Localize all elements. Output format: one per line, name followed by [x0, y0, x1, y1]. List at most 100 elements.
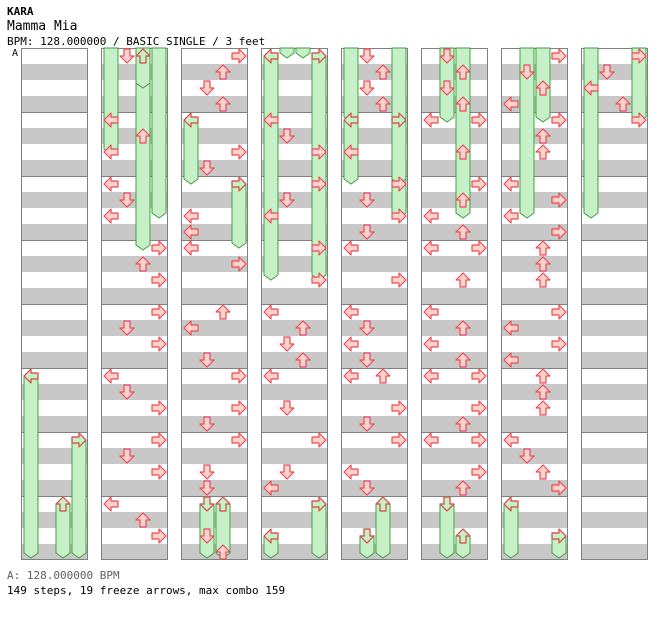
beat-stripe [21, 128, 88, 144]
beat-stripe [101, 256, 168, 272]
step-arrow-down [199, 352, 215, 368]
step-arrow-left [423, 432, 439, 448]
step-arrow-down [199, 496, 215, 512]
freeze-arrow-body [391, 119, 407, 185]
step-arrow-left [183, 112, 199, 128]
freeze-arrow-body [151, 47, 167, 219]
beat-stripe [581, 512, 648, 528]
step-arrow-left [343, 112, 359, 128]
step-arrow-up [135, 48, 151, 64]
song-artist: KARA [7, 5, 34, 18]
step-arrow-left [503, 320, 519, 336]
beat-stripe [501, 384, 568, 400]
step-arrow-right [631, 112, 647, 128]
beat-stripe [421, 448, 488, 464]
step-arrow-left [343, 144, 359, 160]
beat-stripe [101, 512, 168, 528]
step-arrow-down [519, 448, 535, 464]
step-arrow-left [263, 368, 279, 384]
step-arrow-right [231, 176, 247, 192]
step-arrow-right [551, 192, 567, 208]
step-arrow-left [343, 464, 359, 480]
beat-stripe [261, 320, 328, 336]
step-arrow-down [199, 80, 215, 96]
step-arrow-up [135, 512, 151, 528]
freeze-arrow-body [503, 503, 519, 559]
step-arrow-left [103, 496, 119, 512]
beat-stripe [21, 352, 88, 368]
step-arrow-right [551, 224, 567, 240]
step-arrow-down [359, 80, 375, 96]
step-arrow-left [263, 304, 279, 320]
step-arrow-down [359, 48, 375, 64]
beat-stripe [261, 480, 328, 496]
step-arrow-down [279, 128, 295, 144]
step-arrow-left [423, 208, 439, 224]
beat-stripe [101, 352, 168, 368]
step-arrow-left [503, 208, 519, 224]
step-arrow-right [151, 400, 167, 416]
step-arrow-down [119, 384, 135, 400]
beat-stripe [581, 416, 648, 432]
step-arrow-up [455, 192, 471, 208]
step-arrow-right [231, 144, 247, 160]
beat-stripe [261, 512, 328, 528]
step-arrow-up [535, 240, 551, 256]
beat-stripe [181, 320, 248, 336]
beat-stripe [181, 192, 248, 208]
beat-stripe [581, 224, 648, 240]
step-arrow-left [503, 352, 519, 368]
step-arrow-right [551, 112, 567, 128]
step-arrow-up [615, 96, 631, 112]
step-arrow-right [151, 464, 167, 480]
step-arrow-down [279, 464, 295, 480]
chart-info: BPM: 128.000000 / BASIC SINGLE / 3 feet [7, 35, 266, 48]
step-arrow-left [23, 368, 39, 384]
step-arrow-down [199, 464, 215, 480]
step-arrow-right [311, 176, 327, 192]
step-arrow-right [471, 112, 487, 128]
beat-stripe [181, 288, 248, 304]
step-arrow-down [599, 64, 615, 80]
step-arrow-right [311, 48, 327, 64]
step-arrow-down [439, 80, 455, 96]
freeze-arrow-body [455, 47, 471, 219]
beat-stripe [421, 256, 488, 272]
beat-stripe [21, 288, 88, 304]
step-arrow-down [199, 480, 215, 496]
step-arrow-left [183, 240, 199, 256]
beat-stripe [181, 96, 248, 112]
freeze-arrow-body [135, 47, 151, 251]
step-arrow-right [471, 176, 487, 192]
step-arrow-right [391, 400, 407, 416]
step-arrow-right [311, 496, 327, 512]
beat-stripe [421, 416, 488, 432]
beat-stripe [101, 160, 168, 176]
step-arrow-up [215, 304, 231, 320]
step-arrow-up [295, 352, 311, 368]
step-arrow-down [359, 320, 375, 336]
step-arrow-up [455, 272, 471, 288]
step-arrow-up [455, 528, 471, 544]
beat-stripe [101, 288, 168, 304]
beat-stripe [581, 480, 648, 496]
step-arrow-up [215, 496, 231, 512]
step-arrow-right [151, 528, 167, 544]
step-arrow-up [455, 96, 471, 112]
beat-stripe [21, 64, 88, 80]
step-arrow-down [359, 416, 375, 432]
step-arrow-up [455, 64, 471, 80]
step-arrow-right [551, 480, 567, 496]
step-arrow-right [311, 144, 327, 160]
step-arrow-up [535, 144, 551, 160]
song-title: Mamma Mia [7, 19, 78, 34]
step-arrow-right [311, 240, 327, 256]
step-summary: 149 steps, 19 freeze arrows, max combo 1… [7, 584, 286, 597]
step-arrow-up [535, 128, 551, 144]
step-arrow-down [439, 496, 455, 512]
step-arrow-down [119, 192, 135, 208]
step-arrow-right [391, 176, 407, 192]
beat-stripe [581, 288, 648, 304]
freeze-arrow-body [103, 47, 119, 155]
beat-stripe [421, 288, 488, 304]
